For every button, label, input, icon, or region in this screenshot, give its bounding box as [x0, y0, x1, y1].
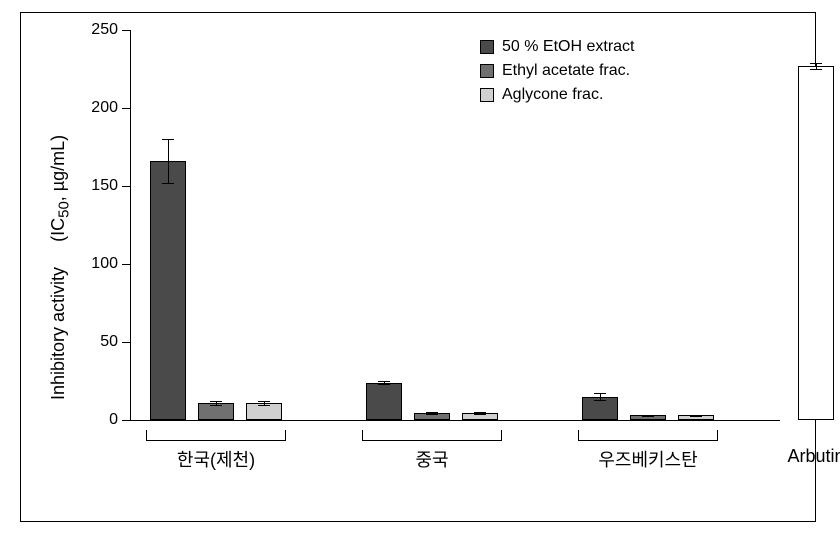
y-axis-line	[130, 30, 131, 420]
error-cap	[690, 416, 702, 417]
y-tick-label: 0	[80, 411, 118, 429]
error-cap	[642, 416, 654, 417]
y-axis-label-unit2: , µg/mL)	[48, 135, 68, 201]
group-bracket	[578, 430, 718, 444]
y-tick	[122, 264, 130, 265]
legend-swatch	[480, 64, 494, 78]
y-tick	[122, 108, 130, 109]
error-cap	[474, 414, 486, 415]
y-tick	[122, 420, 130, 421]
y-tick-label: 150	[80, 177, 118, 195]
legend: 50 % EtOH extract Ethyl acetate frac. Agly…	[480, 38, 635, 110]
group-bracket	[146, 430, 286, 444]
error-cap	[426, 414, 438, 415]
x-axis-line	[130, 420, 780, 421]
error-cap	[594, 393, 606, 394]
x-group-label: 한국(제천)	[177, 446, 255, 472]
bar	[798, 66, 834, 420]
x-single-label: Arbutin	[787, 446, 840, 467]
y-axis-label-unit: (IC	[48, 218, 68, 242]
group-bracket	[362, 430, 502, 444]
y-tick-label: 100	[80, 255, 118, 273]
bar	[366, 383, 402, 420]
legend-item: Aglycone frac.	[480, 86, 635, 104]
y-tick	[122, 30, 130, 31]
legend-label: Ethyl acetate frac.	[502, 62, 630, 80]
error-cap	[210, 405, 222, 406]
y-tick	[122, 342, 130, 343]
legend-label: Aglycone frac.	[502, 86, 603, 104]
error-bar	[168, 139, 169, 183]
y-axis-label-main: Inhibitory activity	[48, 267, 68, 400]
legend-item: 50 % EtOH extract	[480, 38, 635, 56]
error-cap	[378, 384, 390, 385]
error-cap	[426, 412, 438, 413]
y-axis-label-sub: 50	[56, 201, 73, 218]
error-cap	[162, 139, 174, 140]
error-cap	[810, 63, 822, 64]
plot-area	[130, 30, 780, 420]
legend-swatch	[480, 40, 494, 54]
chart-container: Inhibitory activity (IC50, µg/mL) 50 % E…	[0, 0, 840, 536]
error-cap	[258, 405, 270, 406]
y-axis-label: Inhibitory activity (IC50, µg/mL)	[48, 135, 73, 400]
error-cap	[210, 401, 222, 402]
legend-swatch	[480, 88, 494, 102]
legend-label: 50 % EtOH extract	[502, 38, 635, 56]
x-group-label: 우즈베키스탄	[598, 446, 697, 472]
bar	[150, 161, 186, 420]
error-cap	[258, 401, 270, 402]
error-cap	[474, 412, 486, 413]
error-cap	[810, 69, 822, 70]
x-group-label: 중국	[415, 446, 448, 472]
y-tick	[122, 186, 130, 187]
legend-item: Ethyl acetate frac.	[480, 62, 635, 80]
y-tick-label: 250	[80, 21, 118, 39]
y-tick-label: 200	[80, 99, 118, 117]
y-tick-label: 50	[80, 333, 118, 351]
error-cap	[378, 381, 390, 382]
error-cap	[594, 400, 606, 401]
error-cap	[162, 183, 174, 184]
